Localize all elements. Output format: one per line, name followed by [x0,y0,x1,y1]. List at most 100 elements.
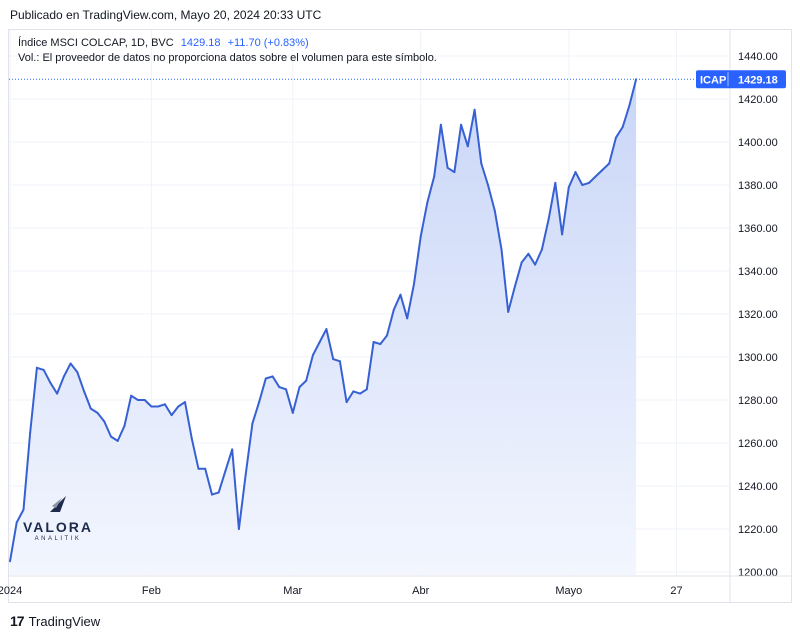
price-point [547,218,550,221]
valora-watermark: VALORA ANALITIK [22,494,94,542]
price-point [177,405,180,408]
price-point [116,439,119,442]
chart-legend: Índice MSCI COLCAP, 1D, BVC 1429.18 +11.… [18,36,437,66]
time-tick-label: Abr [412,585,429,597]
published-note: Publicado en TradingView.com, Mayo 20, 2… [10,8,322,22]
price-point [614,136,617,139]
last-price: 1429.18 [180,37,221,49]
price-point [244,474,247,477]
price-point [22,508,25,511]
price-point [291,411,294,414]
price-tick-label: 1280.00 [738,395,778,407]
price-point [49,381,52,384]
price-point [365,388,368,391]
time-tick-label: 27 [670,585,682,597]
price-point [534,263,537,266]
price-point [406,317,409,320]
price-point [487,184,489,186]
legend-symbol-row: Índice MSCI COLCAP, 1D, BVC 1429.18 +11.… [18,36,437,51]
price-point [493,209,496,212]
price-point [621,126,624,128]
price-tick-label: 1380.00 [738,180,778,192]
price-point [345,401,348,404]
footer-brand[interactable]: 17 TradingView [10,613,100,629]
price-point [386,334,388,337]
tradingview-brand: TradingView [28,613,101,629]
price-point [130,394,133,397]
price-point [76,371,79,374]
price-point [35,366,38,369]
price-point [325,328,328,331]
price-point [453,171,456,174]
price-point [480,162,483,165]
price-point [110,435,112,438]
price-point [520,261,523,264]
last-price-value: 1429.18 [738,74,778,86]
price-point [460,123,463,126]
price-point [426,201,429,204]
price-point [352,390,355,393]
price-point [574,171,577,174]
price-tick-label: 1420.00 [738,94,778,106]
price-point [581,184,584,186]
price-change: +11.70 (+0.83%) [227,37,309,49]
price-point [197,467,200,470]
price-point [89,407,92,410]
price-point [305,379,308,382]
price-point [372,341,375,343]
price-point [433,175,436,178]
price-point [170,414,173,417]
price-point [399,293,402,296]
price-tick-label: 1240.00 [738,481,778,493]
price-point [231,448,234,451]
price-point [507,310,510,313]
area-fill [10,79,637,576]
price-point [278,386,281,389]
price-point [136,399,139,401]
price-point [318,341,321,343]
price-point [439,123,442,126]
price-point [514,285,516,288]
price-point [224,469,227,472]
price-point [15,521,18,524]
price-point [392,308,395,311]
price-point [561,233,564,236]
time-tick-label: 2024 [0,585,22,597]
price-point [264,377,267,380]
price-point [143,399,146,401]
price-tick-label: 1360.00 [738,223,778,235]
price-point [42,368,45,371]
price-point [554,181,557,184]
price-tick-label: 1340.00 [738,266,778,278]
tradingview-logo-icon: 17 [10,613,25,629]
price-point [359,392,362,395]
price-line [9,79,638,562]
price-point [9,560,11,563]
symbol-name: Índice MSCI COLCAP, 1D, BVC [18,37,174,49]
time-tick-label: Mayo [555,585,582,597]
price-point [527,252,530,255]
price-line-path [9,79,638,562]
chart-frame [8,29,792,603]
price-point [56,392,59,395]
price-point [379,343,382,346]
price-point [338,360,341,363]
price-tick-label: 1200.00 [738,567,778,579]
watermark-name: VALORA [22,519,94,535]
price-point [69,362,72,365]
price-point [594,175,597,178]
price-point [332,358,335,361]
price-point [466,145,469,148]
price-point [271,375,274,378]
last-price-label-bg [696,70,786,89]
price-point [473,108,476,111]
watermark-sub: ANALITIK [34,536,82,542]
price-point [567,186,570,189]
price-point [540,248,543,251]
price-tick-label: 1260.00 [738,438,778,450]
price-point [217,491,220,494]
price-point [96,411,99,414]
price-tick-label: 1220.00 [738,524,778,536]
price-point [157,405,160,408]
price-point [123,424,126,427]
